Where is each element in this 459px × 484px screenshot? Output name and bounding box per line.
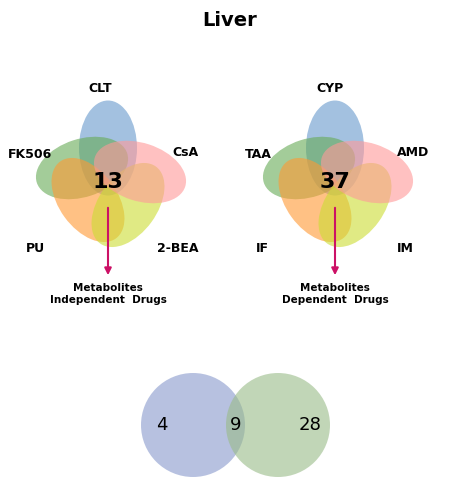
Text: PU: PU xyxy=(25,242,45,255)
Ellipse shape xyxy=(278,158,351,242)
Text: 37: 37 xyxy=(319,172,350,192)
Text: CLT: CLT xyxy=(88,81,112,94)
Text: IF: IF xyxy=(255,242,268,255)
Text: 28: 28 xyxy=(298,416,321,434)
Ellipse shape xyxy=(51,158,124,242)
Text: CsA: CsA xyxy=(172,146,198,158)
Text: TAA: TAA xyxy=(244,149,271,162)
Text: Liver: Liver xyxy=(202,11,257,30)
Ellipse shape xyxy=(305,101,363,196)
Text: AMD: AMD xyxy=(396,146,428,158)
Text: Metabolites
Dependent  Drugs: Metabolites Dependent Drugs xyxy=(281,283,387,304)
Circle shape xyxy=(225,373,329,477)
Ellipse shape xyxy=(36,137,128,199)
Ellipse shape xyxy=(79,101,137,196)
Ellipse shape xyxy=(318,163,391,247)
Text: IM: IM xyxy=(396,242,413,255)
Ellipse shape xyxy=(320,141,412,203)
Text: 2-BEA: 2-BEA xyxy=(157,242,198,255)
Text: 9: 9 xyxy=(230,416,241,434)
Text: 4: 4 xyxy=(156,416,168,434)
Ellipse shape xyxy=(94,141,185,203)
Text: FK506: FK506 xyxy=(8,149,52,162)
Text: CYP: CYP xyxy=(316,81,343,94)
Text: Metabolites
Independent  Drugs: Metabolites Independent Drugs xyxy=(50,283,166,304)
Circle shape xyxy=(141,373,245,477)
Text: 13: 13 xyxy=(92,172,123,192)
Ellipse shape xyxy=(91,163,164,247)
Ellipse shape xyxy=(263,137,354,199)
